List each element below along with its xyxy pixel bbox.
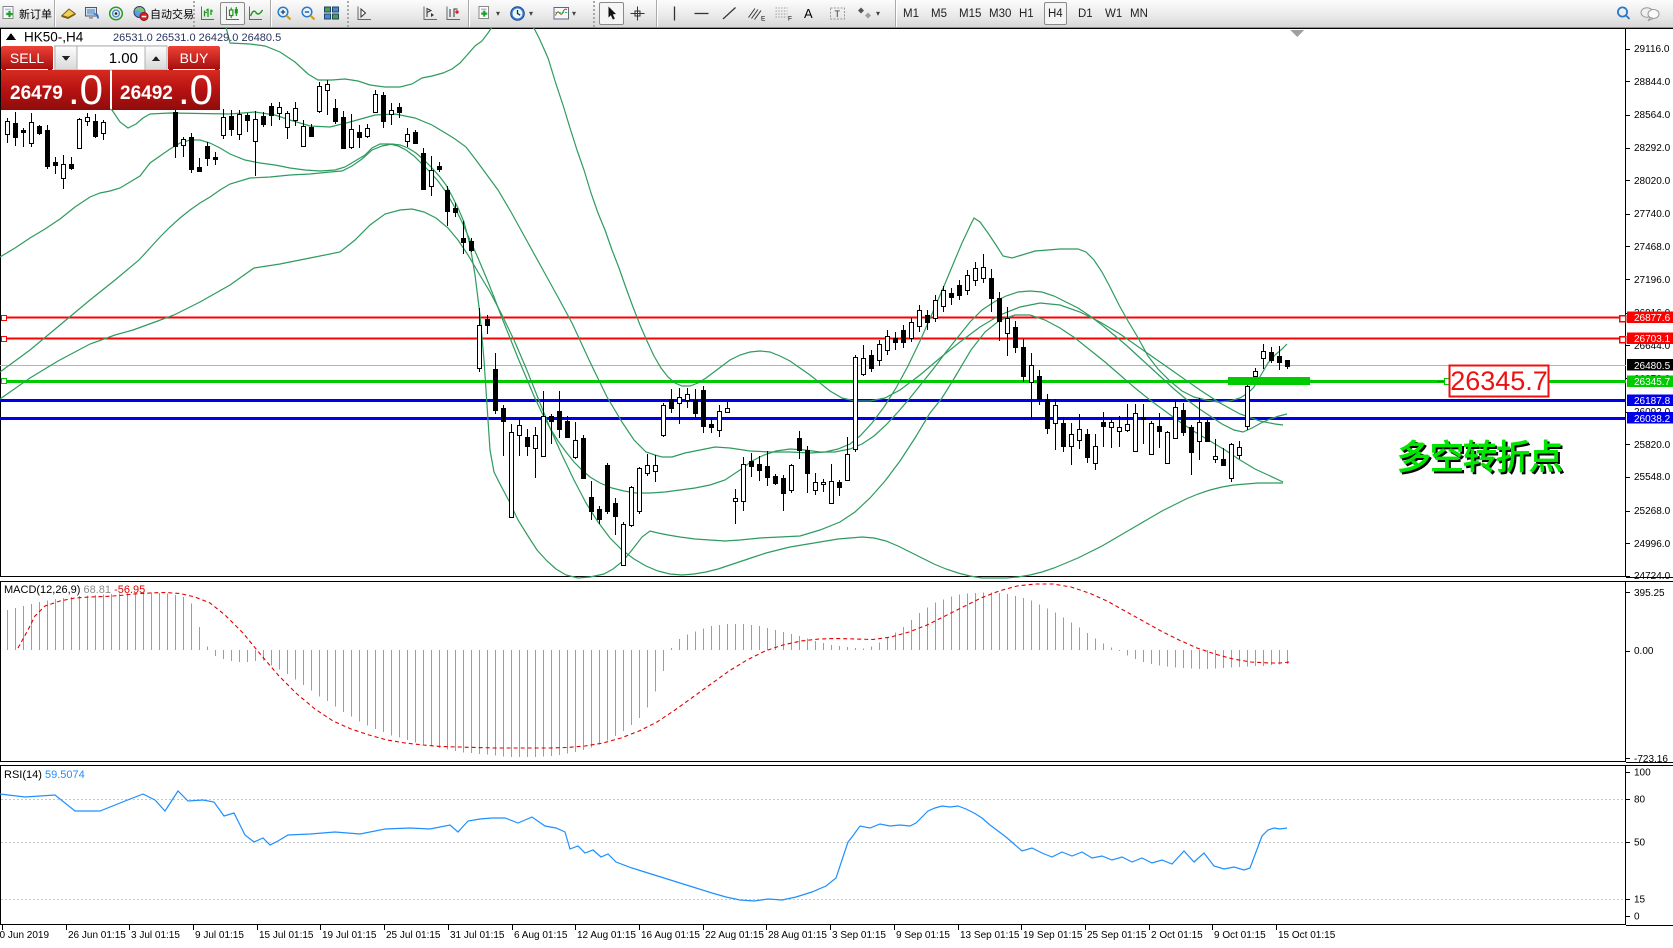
svg-text:6 Aug 01:15: 6 Aug 01:15 [514,930,568,941]
svg-text:26187.8: 26187.8 [1634,396,1671,407]
svg-text:26 Jun 01:15: 26 Jun 01:15 [68,930,126,941]
svg-text:50: 50 [1634,838,1646,849]
svg-text:15: 15 [1634,895,1646,906]
svg-text:24724.0: 24724.0 [1634,571,1671,582]
svg-text:T: T [835,9,841,19]
svg-text:RSI(14) 59.5074: RSI(14) 59.5074 [4,769,85,781]
svg-text:20 Jun 2019: 20 Jun 2019 [0,930,49,941]
svg-text:26492: 26492 [120,83,173,104]
svg-text:19 Jul 01:15: 19 Jul 01:15 [322,930,377,941]
svg-text:12 Aug 01:15: 12 Aug 01:15 [577,930,636,941]
svg-text:26345.7: 26345.7 [1634,377,1671,388]
svg-text:29116.0: 29116.0 [1634,44,1670,55]
svg-text:16 Aug 01:15: 16 Aug 01:15 [641,930,700,941]
svg-text:.0: .0 [178,66,213,113]
svg-text:27468.0: 27468.0 [1634,242,1671,253]
svg-text:25820.0: 25820.0 [1634,440,1671,451]
svg-text:25548.0: 25548.0 [1634,472,1671,483]
svg-text:25268.0: 25268.0 [1634,506,1671,517]
svg-text:26345.7: 26345.7 [1450,366,1548,396]
svg-text:SELL: SELL [10,50,44,66]
svg-text:25 Sep 01:15: 25 Sep 01:15 [1087,930,1147,941]
svg-text:-723.16: -723.16 [1634,754,1668,765]
svg-text:22 Aug 01:15: 22 Aug 01:15 [705,930,764,941]
svg-text:F: F [788,16,792,23]
svg-text:2 Oct 01:15: 2 Oct 01:15 [1151,930,1203,941]
svg-text:3 Jul 01:15: 3 Jul 01:15 [131,930,180,941]
svg-text:3 Sep 01:15: 3 Sep 01:15 [832,930,886,941]
svg-text:0.00: 0.00 [1634,646,1654,657]
svg-text:27196.0: 27196.0 [1634,275,1671,286]
svg-text:26038.2: 26038.2 [1634,414,1671,425]
svg-text:E: E [761,16,766,23]
svg-text:28844.0: 28844.0 [1634,77,1671,88]
svg-text:26877.6: 26877.6 [1634,313,1671,324]
svg-text:13 Sep 01:15: 13 Sep 01:15 [960,930,1020,941]
svg-text:MACD(12,26,9) 68.81 -56.95: MACD(12,26,9) 68.81 -56.95 [4,584,145,596]
svg-text:100: 100 [1634,768,1651,779]
svg-text:多空转折点: 多空转折点 [1397,439,1563,477]
svg-text:26703.1: 26703.1 [1634,334,1671,345]
svg-text:15 Jul 01:15: 15 Jul 01:15 [259,930,314,941]
svg-text:27740.0: 27740.0 [1634,209,1671,220]
svg-text:28564.0: 28564.0 [1634,110,1671,121]
svg-text:HK50-,H4: HK50-,H4 [24,30,84,45]
svg-text:BUY: BUY [180,50,209,66]
svg-text:80: 80 [1634,795,1646,806]
svg-text:1.00: 1.00 [109,50,138,67]
svg-text:19 Sep 01:15: 19 Sep 01:15 [1023,930,1083,941]
svg-text:26531.0 26531.0 26429.0 26480.: 26531.0 26531.0 26429.0 26480.5 [113,32,281,44]
svg-text:28292.0: 28292.0 [1634,143,1671,154]
svg-text:26480.5: 26480.5 [1634,361,1671,372]
svg-text:0: 0 [1634,912,1640,923]
svg-text:9 Jul 01:15: 9 Jul 01:15 [195,930,244,941]
svg-text:28 Aug 01:15: 28 Aug 01:15 [768,930,827,941]
svg-text:9 Oct 01:15: 9 Oct 01:15 [1214,930,1266,941]
svg-text:26644.0: 26644.0 [1634,341,1671,352]
svg-text:15 Oct 01:15: 15 Oct 01:15 [1278,930,1336,941]
svg-text:24996.0: 24996.0 [1634,539,1671,550]
svg-text:.0: .0 [68,66,103,113]
svg-text:25 Jul 01:15: 25 Jul 01:15 [386,930,441,941]
svg-text:31 Jul 01:15: 31 Jul 01:15 [450,930,505,941]
svg-text:多空转折点: 多空转折点 [1399,441,1565,479]
svg-text:395.25: 395.25 [1634,588,1665,599]
svg-text:26479: 26479 [10,83,63,104]
svg-text:9 Sep 01:15: 9 Sep 01:15 [896,930,950,941]
svg-text:28020.0: 28020.0 [1634,176,1671,187]
